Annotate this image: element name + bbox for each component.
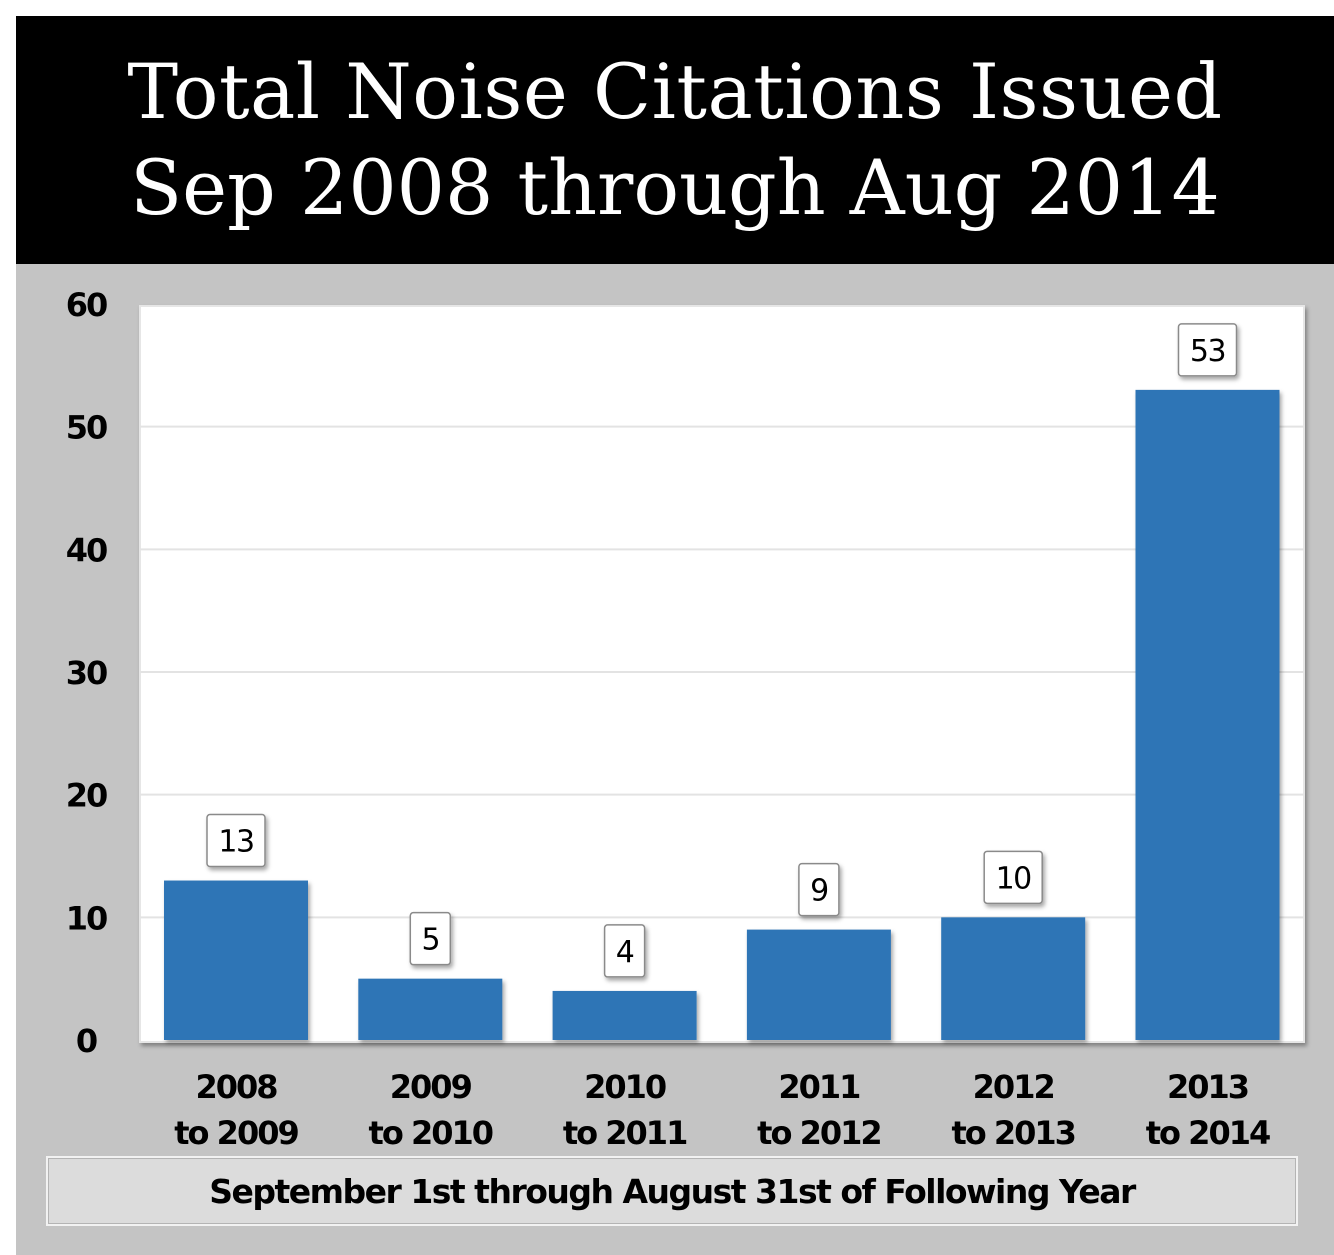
bar xyxy=(552,990,697,1040)
gridlines xyxy=(140,425,1304,919)
x-axis-label: September 1st through August 31st of Fol… xyxy=(209,1171,1136,1211)
data-label: 9 xyxy=(810,874,828,909)
data-label-box xyxy=(409,911,452,966)
y-tick-label: 40 xyxy=(66,531,107,569)
bar xyxy=(941,917,1086,1040)
data-label: 13 xyxy=(218,825,253,860)
y-axis-ticks: 0 10 20 30 40 50 60 xyxy=(66,286,109,1060)
x-tick-label: to 2009 xyxy=(174,1114,298,1152)
bar xyxy=(358,978,503,1040)
x-tick-label: 2011 xyxy=(778,1068,860,1106)
y-tick-label: 50 xyxy=(66,409,107,447)
y-tick-label: 10 xyxy=(66,899,107,937)
y-tick-label: 20 xyxy=(66,777,107,815)
data-label-box xyxy=(603,924,646,978)
x-tick-label: 2008 xyxy=(195,1068,277,1106)
x-tick-label: to 2010 xyxy=(369,1114,493,1152)
y-tick-label: 60 xyxy=(66,286,107,324)
y-tick-label: 0 xyxy=(76,1022,97,1060)
x-tick-label: 2010 xyxy=(584,1068,666,1106)
x-tick-label: to 2013 xyxy=(951,1114,1074,1152)
x-axis-label-box: September 1st through August 31st of Fol… xyxy=(46,1156,1298,1226)
x-tick-label: 2013 xyxy=(1167,1068,1248,1106)
plot-area xyxy=(139,305,1305,1043)
x-tick-label: 2012 xyxy=(973,1068,1054,1106)
data-label-box xyxy=(983,850,1043,905)
data-label-box xyxy=(798,862,840,917)
bars xyxy=(164,389,1280,1040)
x-tick-label: to 2014 xyxy=(1146,1114,1270,1152)
x-tick-label: to 2011 xyxy=(563,1114,687,1152)
bar xyxy=(1135,389,1280,1040)
y-tick-label: 30 xyxy=(66,654,107,692)
x-tick-label: to 2012 xyxy=(757,1114,880,1152)
x-tick-label: 2009 xyxy=(390,1068,472,1106)
data-label: 53 xyxy=(1190,334,1225,369)
chart-subtitle: Sep 2008 through Aug 2014 xyxy=(130,143,1220,232)
bar xyxy=(164,880,308,1040)
data-labels: 13 5 4 9 10 53 xyxy=(206,323,1238,978)
bar xyxy=(746,929,891,1040)
x-axis-ticks: 2008 to 2009 2009 to 2010 2010 to 2011 2011 to … xyxy=(174,1068,1272,1152)
data-label-box xyxy=(206,813,266,868)
data-label: 4 xyxy=(616,935,634,970)
chart-title: Total Noise Citations Issued xyxy=(127,47,1223,136)
data-label: 5 xyxy=(422,923,440,958)
chart-title-band: Total Noise Citations Issued Sep 2008 th… xyxy=(16,16,1334,264)
data-label-box xyxy=(1177,323,1238,377)
data-label: 10 xyxy=(996,861,1032,896)
